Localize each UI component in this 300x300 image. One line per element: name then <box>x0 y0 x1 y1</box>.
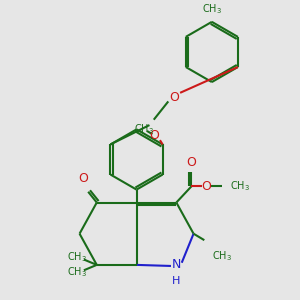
Text: CH$_3$: CH$_3$ <box>134 122 154 136</box>
Text: N: N <box>172 258 181 272</box>
Text: H: H <box>172 276 181 286</box>
Text: CH$_3$: CH$_3$ <box>230 179 250 193</box>
Text: O: O <box>187 156 196 169</box>
Text: CH$_3$: CH$_3$ <box>68 266 87 279</box>
Text: O: O <box>202 180 212 193</box>
Text: O: O <box>169 91 179 103</box>
Text: O: O <box>149 129 159 142</box>
Text: CH$_3$: CH$_3$ <box>68 250 87 264</box>
Text: O: O <box>78 172 88 185</box>
Text: CH$_3$: CH$_3$ <box>212 249 232 262</box>
Text: CH$_3$: CH$_3$ <box>202 2 222 16</box>
